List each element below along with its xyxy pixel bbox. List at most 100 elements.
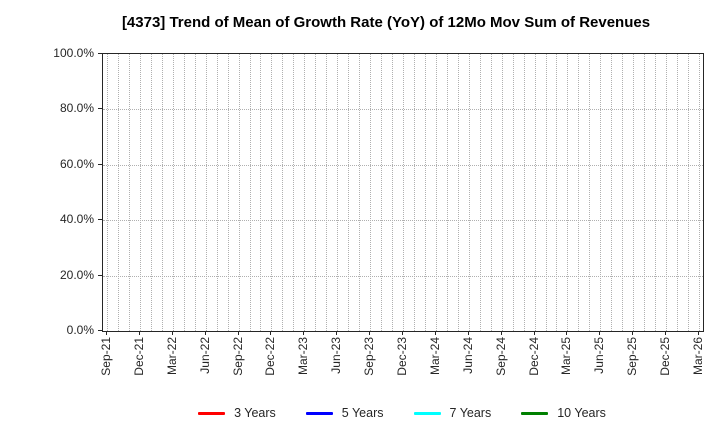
vertical-gridline xyxy=(435,54,437,331)
vertical-gridline xyxy=(589,54,591,331)
vertical-gridline xyxy=(183,54,185,331)
x-tick-label-text: Jun-22 xyxy=(197,337,212,374)
vertical-gridline xyxy=(677,54,679,331)
x-tick-mark xyxy=(138,331,140,335)
y-tick-mark xyxy=(98,53,102,54)
x-tick-label: Sep-23 xyxy=(362,337,376,376)
x-tick-mark xyxy=(336,331,338,335)
x-tick-label-text: Mar-22 xyxy=(164,337,179,376)
legend: 3 Years 5 Years 7 Years 10 Years xyxy=(102,403,702,423)
vertical-gridline xyxy=(666,54,668,331)
vertical-gridline xyxy=(326,54,328,331)
vertical-gridline xyxy=(282,54,284,331)
vertical-gridline xyxy=(578,54,580,331)
legend-label: 3 Years xyxy=(234,406,276,420)
legend-line-swatch xyxy=(198,411,226,415)
x-tick-label: Mar-23 xyxy=(296,337,310,375)
x-tick-label-text: Dec-21 xyxy=(131,337,146,376)
x-tick-label-text: Sep-22 xyxy=(230,337,245,376)
vertical-gridline xyxy=(534,54,536,331)
chart-title: [4373] Trend of Mean of Growth Rate (YoY… xyxy=(121,14,651,31)
x-tick-label-text: Sep-23 xyxy=(362,337,377,376)
vertical-gridline xyxy=(227,54,229,331)
vertical-gridline xyxy=(238,54,240,331)
vertical-gridline xyxy=(556,54,558,331)
vertical-gridline xyxy=(567,54,569,331)
x-tick-mark xyxy=(632,331,634,335)
vertical-gridline xyxy=(413,54,415,331)
x-tick-mark xyxy=(369,331,371,335)
x-tick-label: Sep-25 xyxy=(625,337,639,376)
x-tick-mark xyxy=(500,331,502,335)
x-tick-label: Mar-24 xyxy=(428,337,442,375)
legend-line-swatch xyxy=(521,411,549,415)
plot-area xyxy=(102,53,704,332)
x-tick-mark xyxy=(237,331,239,335)
x-tick-label: Mar-22 xyxy=(165,337,179,375)
x-tick-label: Mar-26 xyxy=(691,337,705,375)
x-tick-mark xyxy=(533,331,535,335)
vertical-gridline xyxy=(293,54,295,331)
y-tick-mark xyxy=(98,163,102,165)
vertical-gridline xyxy=(216,54,218,331)
x-tick-label-text: Jun-25 xyxy=(592,337,607,374)
vertical-gridline xyxy=(457,54,459,331)
x-tick-label: Dec-23 xyxy=(395,337,409,376)
x-tick-label-text: Mar-25 xyxy=(559,337,574,376)
y-tick-mark xyxy=(98,108,102,110)
x-tick-mark xyxy=(171,331,173,335)
x-tick-label: Jun-25 xyxy=(592,337,606,374)
vertical-gridline xyxy=(381,54,383,331)
vertical-gridline xyxy=(545,54,547,331)
vertical-gridline xyxy=(501,54,503,331)
legend-item: 5 Years xyxy=(305,406,384,420)
legend-line-swatch xyxy=(413,411,441,415)
vertical-gridline xyxy=(479,54,481,331)
x-tick-mark xyxy=(270,331,272,335)
x-tick-label-text: Sep-21 xyxy=(99,337,113,376)
vertical-gridline xyxy=(139,54,141,331)
vertical-gridline xyxy=(403,54,404,331)
vertical-gridline xyxy=(468,54,470,331)
vertical-gridline xyxy=(611,54,613,331)
vertical-gridline xyxy=(699,54,700,331)
vertical-gridline xyxy=(172,54,174,331)
vertical-gridline xyxy=(128,54,130,331)
x-tick-mark xyxy=(467,331,469,335)
vertical-gridline xyxy=(446,54,448,331)
x-tick-label: Jun-24 xyxy=(461,337,475,374)
vertical-gridline xyxy=(117,54,119,331)
horizontal-gridline xyxy=(103,109,703,111)
x-tick-label-text: Jun-23 xyxy=(329,337,344,374)
vertical-gridline xyxy=(523,54,525,331)
x-tick-mark xyxy=(665,331,667,335)
x-tick-label-text: Dec-23 xyxy=(395,337,409,376)
vertical-gridline xyxy=(622,54,624,331)
legend-item: 3 Years xyxy=(198,406,276,420)
legend-label: 7 Years xyxy=(449,406,492,420)
legend-label: 5 Years xyxy=(341,406,384,420)
vertical-gridline xyxy=(490,54,492,331)
horizontal-gridline xyxy=(103,275,703,277)
vertical-gridline xyxy=(161,54,163,331)
legend-item: 7 Years xyxy=(413,406,492,420)
horizontal-gridline xyxy=(103,164,703,166)
y-tick-label: 100.0% xyxy=(53,46,94,60)
vertical-gridline xyxy=(315,54,317,331)
x-tick-label: Mar-25 xyxy=(559,337,573,375)
x-tick-mark xyxy=(106,331,107,335)
x-tick-label-text: Jun-24 xyxy=(460,337,475,374)
vertical-gridline xyxy=(107,54,108,331)
vertical-gridline xyxy=(249,54,251,331)
horizontal-gridline xyxy=(103,220,703,222)
y-tick-label: 0.0% xyxy=(66,323,94,337)
vertical-gridline xyxy=(512,54,514,331)
legend-line-swatch xyxy=(305,411,333,415)
x-tick-label: Sep-24 xyxy=(494,337,508,376)
vertical-gridline xyxy=(424,54,426,331)
x-tick-label-text: Mar-23 xyxy=(296,337,311,376)
vertical-gridline xyxy=(359,54,361,331)
x-tick-label-text: Dec-22 xyxy=(263,337,278,376)
vertical-gridline xyxy=(205,54,207,331)
